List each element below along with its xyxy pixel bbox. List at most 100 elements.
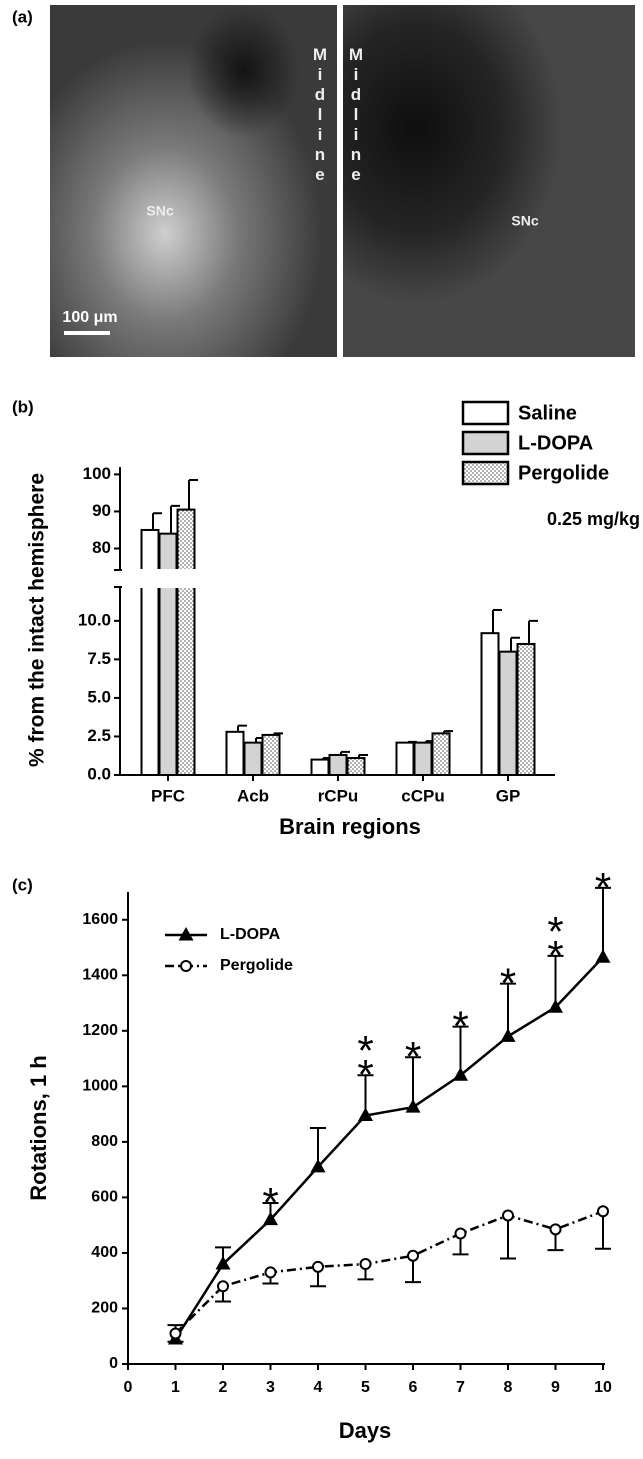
- y-tick-label: 10.0: [78, 610, 111, 629]
- y-tick-label: 1000: [82, 1078, 118, 1095]
- significance-mark: *: [452, 1003, 468, 1050]
- panel-label: (c): [12, 875, 33, 894]
- error-bar: [237, 724, 247, 732]
- legend-swatch: [461, 400, 510, 426]
- marker: [359, 1258, 372, 1271]
- bar: [261, 733, 281, 777]
- y-tick-label: 200: [91, 1300, 118, 1317]
- y-tick-label: 80: [92, 538, 111, 557]
- panel-b: (b) PFC Acb rCPu cCPu GP 0.0 2.5 5.0 7.5 10.0 80 90 1…: [12, 397, 640, 838]
- bar: [140, 528, 160, 776]
- x-tick-label: rCPu: [318, 786, 359, 805]
- panel-c: (c) 0 200 400 600 800 1000 1200 1400 1600 0 1 2 3 4 5 6 7…: [12, 864, 612, 1443]
- x-tick-label: 10: [594, 1379, 612, 1396]
- x-tick-label: 2: [219, 1379, 228, 1396]
- scale-bar-label: 100 μm: [62, 309, 117, 326]
- y-tick-label: 2.5: [87, 726, 111, 745]
- x-tick-label: 9: [551, 1379, 560, 1396]
- shade: [150, 5, 337, 225]
- marker: [500, 1028, 516, 1042]
- error-bar: [528, 619, 538, 644]
- y-tick-label: 1200: [82, 1022, 118, 1039]
- marker: [502, 1209, 514, 1222]
- legend-label: Saline: [518, 402, 577, 424]
- marker: [548, 999, 563, 1013]
- significance-mark: *: [595, 864, 611, 911]
- legend-label: Pergolide: [518, 462, 609, 484]
- x-axis-label: Days: [339, 1418, 392, 1443]
- region-label: SNc: [146, 203, 173, 219]
- significance-mark: *: [405, 1033, 421, 1080]
- error-bar: [170, 504, 180, 534]
- error-bar: [492, 609, 502, 634]
- y-tick-label: 100: [83, 464, 111, 483]
- x-tick-label: cCPu: [401, 786, 444, 805]
- x-tick-label: 3: [266, 1379, 275, 1396]
- legend-swatch: [461, 460, 510, 486]
- region-label: SNc: [511, 213, 538, 229]
- marker: [310, 1158, 326, 1173]
- bar: [413, 741, 433, 776]
- significance-mark: * *: [547, 908, 563, 979]
- panel-a: (a) SNc SNc Midline Midline 100 μm: [12, 5, 635, 357]
- legend-note: 0.25 mg/kg: [547, 509, 640, 529]
- x-tick-label: 6: [409, 1379, 418, 1396]
- y-tick-label: 800: [91, 1133, 118, 1150]
- y-tick-label: 600: [91, 1189, 118, 1206]
- significance-mark: * *: [357, 1027, 373, 1098]
- x-tick-label: 0: [124, 1379, 133, 1396]
- error-bar: [547, 954, 564, 1008]
- marker: [358, 1107, 373, 1122]
- x-tick-label: 7: [456, 1379, 465, 1396]
- marker: [454, 1227, 467, 1240]
- bar: [176, 508, 196, 776]
- marker: [312, 1260, 324, 1273]
- bar: [431, 732, 451, 776]
- y-tick-label: 400: [91, 1244, 118, 1261]
- scale-bar: [64, 331, 110, 335]
- marker: [264, 1266, 277, 1279]
- micrograph-right: [343, 5, 635, 357]
- bar: [346, 757, 366, 777]
- bar: [243, 741, 263, 776]
- bar: [310, 758, 330, 776]
- marker: [217, 1280, 229, 1293]
- marker: [595, 949, 611, 963]
- legend-marker: [180, 960, 192, 972]
- y-tick-label: 0.0: [87, 764, 111, 783]
- midline-label: Midline: [311, 45, 330, 185]
- error-bar: [500, 1215, 516, 1260]
- x-tick-label: 8: [504, 1379, 513, 1396]
- error-bar: [340, 750, 350, 755]
- panel-label: (a): [12, 7, 33, 26]
- error-bar: [152, 512, 162, 530]
- x-tick-label: Acb: [237, 786, 269, 805]
- marker: [169, 1327, 182, 1340]
- x-tick-label: 1: [171, 1379, 180, 1396]
- bar: [225, 730, 245, 776]
- legend-swatch: [461, 430, 510, 456]
- error-bar: [188, 478, 198, 510]
- axis-break: [105, 569, 635, 588]
- y-tick-label: 90: [92, 501, 111, 520]
- significance-mark: *: [262, 1179, 278, 1226]
- bar: [516, 642, 536, 776]
- error-bar: [405, 1056, 421, 1108]
- legend-label: L-DOPA: [518, 432, 593, 454]
- y-axis-label: % from the intact hemisphere: [26, 473, 49, 767]
- x-tick-label: GP: [496, 786, 521, 805]
- x-axis-label: Brain regions: [279, 814, 421, 839]
- legend-label: L-DOPA: [220, 926, 281, 943]
- bar: [498, 650, 518, 777]
- midline-label: Midline: [347, 45, 366, 185]
- y-axis: [114, 467, 122, 775]
- error-bar: [358, 753, 368, 759]
- y-tick-label: 1400: [82, 967, 118, 984]
- error-bar: [510, 636, 520, 652]
- marker: [453, 1067, 468, 1081]
- bar: [480, 632, 500, 777]
- significance-mark: *: [500, 960, 516, 1007]
- legend-marker: [178, 927, 194, 941]
- error-bar: [443, 730, 453, 734]
